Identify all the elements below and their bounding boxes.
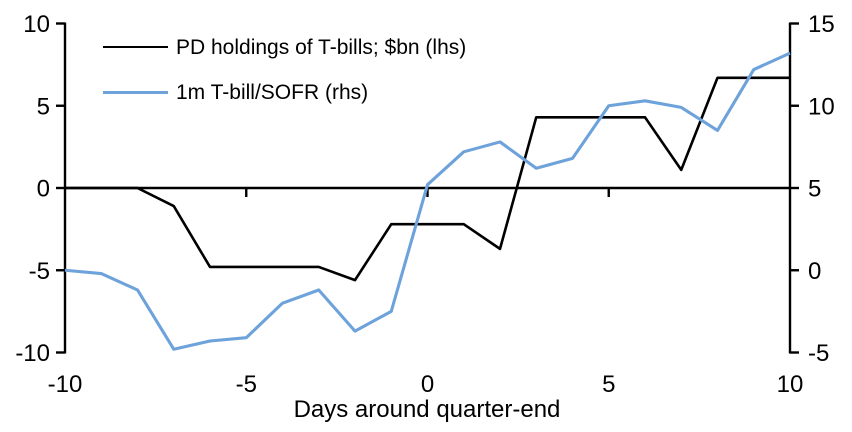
x-axis-tick-label: 10 [777, 371, 804, 398]
legend-label-tbill-sofr: 1m T-bill/SOFR (rhs) [176, 80, 369, 104]
series-line-pd-holdings [65, 76, 790, 282]
x-axis-tick-label: -10 [48, 371, 83, 398]
legend-item-pd-holdings: PD holdings of T-bills; $bn (lhs) [103, 32, 466, 62]
legend-label-pd-holdings: PD holdings of T-bills; $bn (lhs) [176, 35, 467, 59]
legend-black-line-swatch [103, 46, 168, 48]
left-axis-tick-label: 0 [37, 176, 50, 203]
legend-item-tbill-sofr: 1m T-bill/SOFR (rhs) [103, 77, 466, 107]
legend: PD holdings of T-bills; $bn (lhs) 1m T-b… [103, 32, 466, 122]
left-axis-tick-label: -10 [15, 340, 50, 367]
right-axis-tick-label: 5 [808, 176, 821, 203]
right-axis-tick-label: 10 [808, 93, 835, 120]
left-axis-tick-label: 5 [37, 93, 50, 120]
right-axis-tick-label: -5 [808, 340, 829, 367]
x-axis-tick-label: 0 [421, 371, 434, 398]
x-axis-tick-label: -5 [236, 371, 257, 398]
right-axis-tick-label: 0 [808, 258, 821, 285]
left-axis-tick-label: 10 [23, 11, 50, 38]
series-layer [64, 51, 791, 351]
series-line-tbill-sofr [64, 51, 791, 351]
legend-blue-line-swatch [103, 90, 168, 94]
right-axis-tick-label: 15 [808, 11, 835, 38]
x-axis-title: Days around quarter-end [294, 396, 561, 423]
left-axis-tick-label: -5 [29, 258, 50, 285]
axes-layer: 10 5 0 -5 -10 15 10 5 0 -5 -10 -5 0 5 10 [15, 11, 834, 398]
x-axis-tick-label: 5 [602, 371, 615, 398]
